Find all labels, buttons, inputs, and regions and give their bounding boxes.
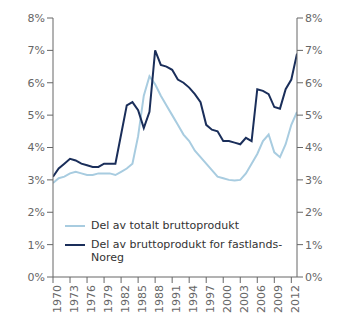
svg-text:0%: 0% <box>28 271 45 284</box>
svg-text:1979: 1979 <box>102 285 115 313</box>
svg-text:2006: 2006 <box>255 285 268 313</box>
svg-text:1976: 1976 <box>85 285 98 313</box>
svg-text:4%: 4% <box>305 141 322 154</box>
svg-text:8%: 8% <box>28 12 45 25</box>
svg-text:8%: 8% <box>305 12 322 25</box>
svg-text:7%: 7% <box>28 44 45 57</box>
svg-text:3%: 3% <box>305 174 322 187</box>
svg-text:1973: 1973 <box>68 285 81 313</box>
svg-text:1985: 1985 <box>136 285 149 313</box>
svg-text:3%: 3% <box>28 174 45 187</box>
svg-text:2012: 2012 <box>289 285 302 313</box>
svg-text:1970: 1970 <box>51 285 64 313</box>
svg-text:1997: 1997 <box>204 285 217 313</box>
svg-text:7%: 7% <box>305 44 322 57</box>
svg-text:1988: 1988 <box>153 285 166 313</box>
html-text:Del av totalt bruttoprodukt: Del av totalt bruttoprodukt <box>91 218 239 232</box>
svg-text:1982: 1982 <box>119 285 132 313</box>
svg-text:1%: 1% <box>28 239 45 252</box>
svg-text:4%: 4% <box>28 141 45 154</box>
svg-text:2000: 2000 <box>221 285 234 313</box>
svg-text:0%: 0% <box>305 271 322 284</box>
svg-text:5%: 5% <box>305 109 322 122</box>
svg-text:6%: 6% <box>28 77 45 90</box>
svg-text:2%: 2% <box>305 206 322 219</box>
svg-text:2003: 2003 <box>238 285 251 313</box>
svg-text:6%: 6% <box>305 77 322 90</box>
html-text:Del av bruttoprodukt for fastl: Del av bruttoprodukt for fastlands- Nore… <box>91 237 283 265</box>
svg-text:5%: 5% <box>28 109 45 122</box>
svg-text:2%: 2% <box>28 206 45 219</box>
svg-text:1994: 1994 <box>187 285 200 313</box>
svg-text:1991: 1991 <box>170 285 183 313</box>
svg-text:2009: 2009 <box>272 285 285 313</box>
svg-text:1%: 1% <box>305 239 322 252</box>
